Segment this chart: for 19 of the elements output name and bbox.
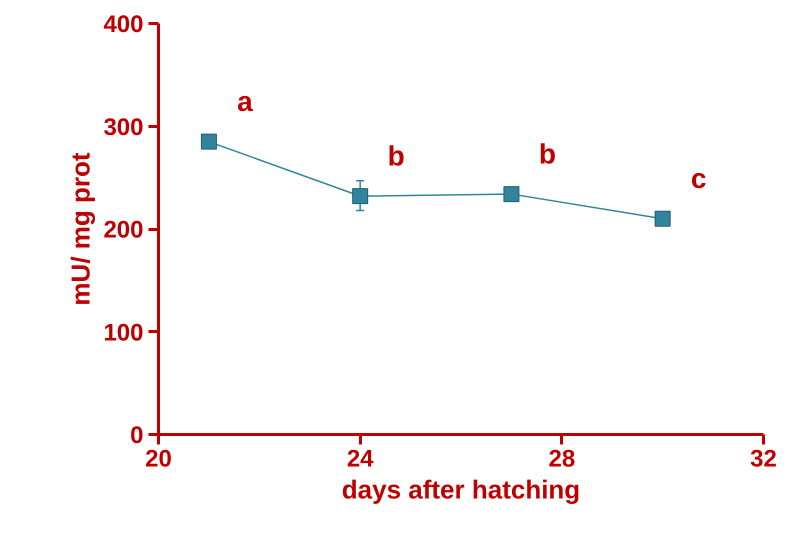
- annotation: a: [237, 86, 254, 118]
- annotation: b: [538, 138, 556, 170]
- x-tick-label: 24: [346, 446, 374, 472]
- y-tick-label: 0: [130, 422, 144, 449]
- y-tick-label: 400: [103, 11, 144, 38]
- point: [352, 188, 368, 204]
- x-axis-title: days after hatching: [342, 474, 580, 504]
- point: [654, 210, 671, 227]
- annotation: b: [388, 140, 405, 172]
- y-tick-label: 300: [103, 114, 144, 141]
- x-tick-label: 28: [548, 446, 576, 472]
- point: [200, 134, 217, 150]
- x-tick-label: 32: [750, 446, 777, 472]
- annotation: c: [690, 163, 706, 194]
- y-axis-title: mU/ mg prot: [65, 152, 96, 306]
- y-tick-label: 100: [103, 319, 144, 346]
- point: [503, 186, 520, 202]
- y-tick-label: 200: [103, 216, 144, 244]
- x-tick-label: 20: [145, 446, 172, 472]
